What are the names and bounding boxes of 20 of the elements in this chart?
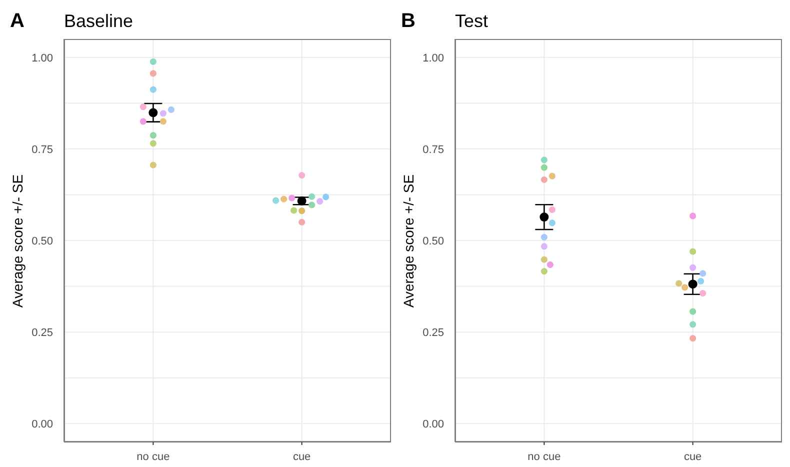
y-tick-label: 0.25 [422, 327, 444, 340]
y-tick-label: 0.25 [32, 327, 53, 340]
chart-title: Test [455, 11, 488, 32]
x-tick-label: no cue [528, 451, 561, 463]
y-tick-label: 0.50 [32, 236, 53, 248]
text: B [401, 10, 416, 33]
y-tick-label: 0.75 [422, 144, 444, 156]
y-axis-title: Average score +/- SE [401, 174, 418, 308]
y-tick-label: 0.50 [422, 236, 444, 248]
y-tick-label: 1.00 [32, 52, 53, 64]
y-tick-label: 0.75 [32, 144, 53, 156]
x-tick-label: no cue [136, 451, 170, 463]
text: A [10, 10, 24, 33]
x-tick-label: cue [684, 451, 702, 463]
chart-title: Baseline [64, 11, 134, 32]
y-tick-label: 0.00 [422, 418, 444, 431]
y-tick-label: 0.00 [32, 418, 53, 431]
y-tick-label: 1.00 [422, 52, 444, 64]
y-axis-title: Average score +/- SE [10, 174, 26, 308]
x-tick-label: cue [292, 451, 311, 463]
